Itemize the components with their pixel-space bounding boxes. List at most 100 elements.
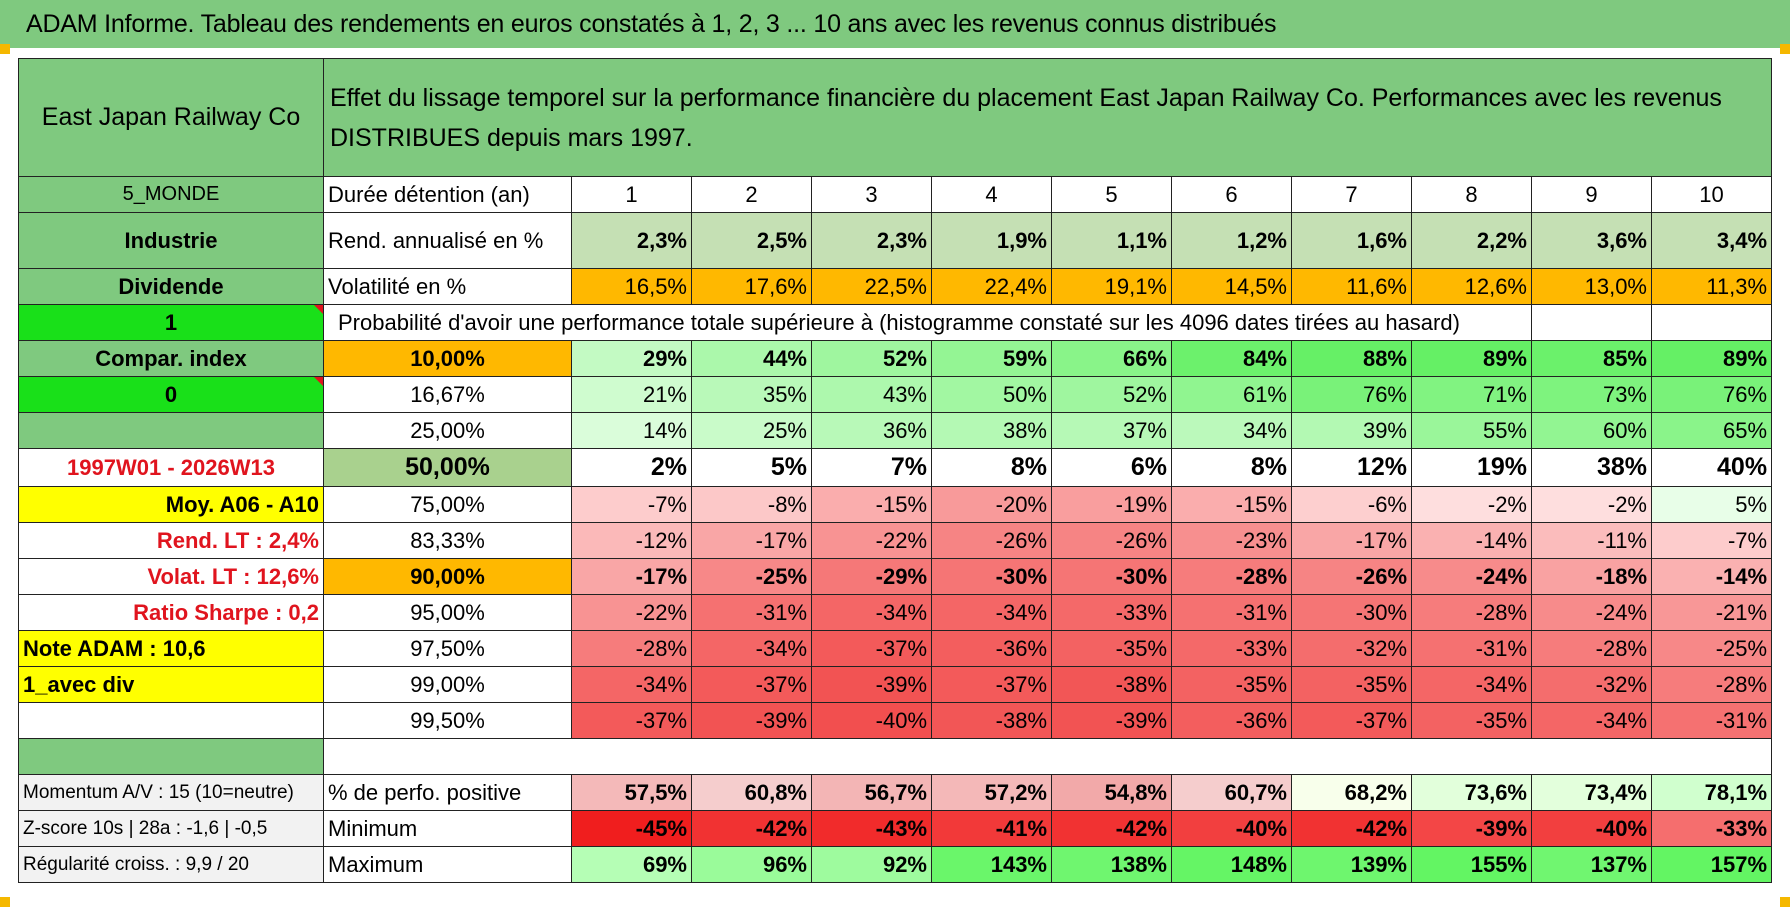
quantile-label: 99,50% (323, 702, 572, 739)
quantile-cell: -17% (571, 558, 692, 595)
quantile-cell: -40% (811, 702, 932, 739)
duree-label: Durée détention (an) (323, 176, 572, 213)
quantile-cell: -23% (1171, 522, 1292, 559)
quantile-cell: -36% (931, 630, 1052, 667)
rend-cell: 2,3% (571, 212, 692, 269)
positive-cell: 68,2% (1291, 774, 1412, 811)
div-label: 1_avec div (18, 666, 324, 703)
quantile-cell: -34% (571, 666, 692, 703)
maximum-cell: 137% (1531, 846, 1652, 883)
quantile-cell: 12% (1291, 448, 1412, 487)
corner-marker (0, 44, 10, 54)
quantile-cell: -37% (811, 630, 932, 667)
quantile-cell: 50% (931, 376, 1052, 413)
vol-cell: 11,3% (1650, 268, 1773, 305)
quantile-label: 75,00% (323, 486, 572, 523)
year-header: 9 (1531, 176, 1652, 213)
quantile-cell: 52% (1051, 376, 1172, 413)
minimum-cell: -33% (1650, 810, 1773, 847)
quantile-cell: -21% (1650, 594, 1773, 631)
quantile-cell: -39% (811, 666, 932, 703)
quantile-cell: 38% (1531, 448, 1652, 487)
quantile-cell: -34% (931, 594, 1052, 631)
quantile-cell: 35% (691, 376, 812, 413)
vol-cell: 19,1% (1051, 268, 1172, 305)
minimum-cell: -43% (811, 810, 932, 847)
quantile-cell: 2% (571, 448, 692, 487)
maximum-cell: 96% (691, 846, 812, 883)
quantile-cell: -29% (811, 558, 932, 595)
quantile-cell: -19% (1051, 486, 1172, 523)
quantile-cell: -31% (1650, 702, 1773, 739)
quantile-cell: -14% (1411, 522, 1532, 559)
quantile-cell: 14% (571, 412, 692, 449)
positive-cell: 73,6% (1411, 774, 1532, 811)
quantile-label: 95,00% (323, 594, 572, 631)
quantile-cell: 19% (1411, 448, 1532, 487)
quantile-cell: -12% (571, 522, 692, 559)
vol-cell: 22,4% (931, 268, 1052, 305)
year-header: 8 (1411, 176, 1532, 213)
quantile-cell: -33% (1051, 594, 1172, 631)
rend-cell: 1,9% (931, 212, 1052, 269)
flag-0: 0 (18, 376, 324, 413)
vol-cell: 16,5% (571, 268, 692, 305)
quantile-cell: -34% (1411, 666, 1532, 703)
table-description: Effet du lissage temporel sur la perform… (322, 58, 1773, 177)
year-header: 7 (1291, 176, 1412, 213)
quantile-label: 97,50% (323, 630, 572, 667)
quantile-cell: -30% (1291, 594, 1412, 631)
quantile-cell: -30% (1051, 558, 1172, 595)
zscore-label: Z-score 10s | 28a : -1,6 | -0,5 (18, 810, 324, 847)
positive-cell: 60,8% (691, 774, 812, 811)
quantile-cell: -18% (1531, 558, 1652, 595)
quantile-cell: -15% (1171, 486, 1292, 523)
quantile-cell: 40% (1650, 448, 1773, 487)
quantile-cell: 25% (691, 412, 812, 449)
quantile-cell: 65% (1650, 412, 1773, 449)
minimum-cell: -40% (1531, 810, 1652, 847)
moy-label: Moy. A06 - A10 (18, 486, 324, 523)
rend-cell: 1,1% (1051, 212, 1172, 269)
quantile-cell: -39% (691, 702, 812, 739)
quantile-cell: -28% (1531, 630, 1652, 667)
maximum-cell: 92% (811, 846, 932, 883)
year-header: 1 (571, 176, 692, 213)
quantile-cell: 8% (1171, 448, 1292, 487)
quantile-cell: 36% (811, 412, 932, 449)
quantile-cell: -35% (1171, 666, 1292, 703)
quantile-label: 99,00% (323, 666, 572, 703)
spacer-cell (18, 738, 324, 775)
quantile-cell: -37% (931, 666, 1052, 703)
regularite-label: Régularité croiss. : 9,9 / 20 (18, 846, 324, 883)
zone-label: 5_MONDE (18, 176, 324, 213)
minimum-cell: -39% (1411, 810, 1532, 847)
corner-marker (1780, 897, 1790, 907)
quantile-cell: -37% (1291, 702, 1412, 739)
period-label: 1997W01 - 2026W13 (18, 448, 324, 487)
quantile-cell: 60% (1531, 412, 1652, 449)
positive-label: % de perfo. positive (323, 774, 572, 811)
positive-cell: 57,2% (931, 774, 1052, 811)
empty-cell (1531, 304, 1652, 341)
quantile-cell: -38% (1051, 666, 1172, 703)
quantile-cell: -22% (571, 594, 692, 631)
positive-cell: 57,5% (571, 774, 692, 811)
quantile-cell: -37% (691, 666, 812, 703)
quantile-label: 25,00% (323, 412, 572, 449)
quantile-cell: 76% (1291, 376, 1412, 413)
quantile-cell: 66% (1051, 340, 1172, 377)
maximum-cell: 138% (1051, 846, 1172, 883)
momentum-label: Momentum A/V : 15 (10=neutre) (18, 774, 324, 811)
quantile-cell: -2% (1411, 486, 1532, 523)
quantile-cell: -31% (1411, 630, 1532, 667)
proba-label: Probabilité d'avoir une performance tota… (323, 304, 1532, 341)
quantile-label: 90,00% (323, 558, 572, 595)
minimum-label: Minimum (323, 810, 572, 847)
rend-cell: 3,4% (1650, 212, 1773, 269)
quantile-cell: -32% (1291, 630, 1412, 667)
quantile-cell: -14% (1650, 558, 1773, 595)
quantile-cell: -11% (1531, 522, 1652, 559)
quantile-cell: -22% (811, 522, 932, 559)
quantile-label: 10,00% (323, 340, 572, 377)
